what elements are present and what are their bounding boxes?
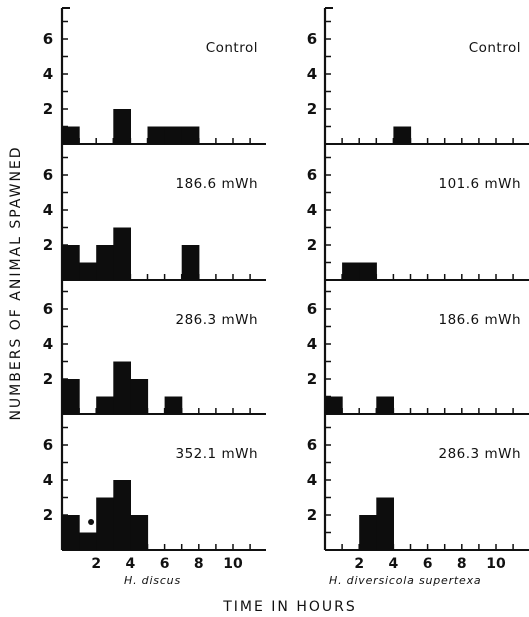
bar (359, 262, 377, 280)
bar (62, 245, 80, 280)
y-tick-label: 2 (43, 100, 53, 118)
condition-label: 352.1 mWh (176, 446, 259, 462)
y-tick-label: 4 (307, 335, 317, 353)
panel-control: 2 4 6 Control (43, 7, 266, 145)
bar (147, 126, 166, 144)
condition-label: 286.3 mWh (176, 312, 259, 328)
bar (79, 532, 97, 550)
y-tick-label: 4 (43, 201, 53, 219)
x-tick-label: 2 (91, 556, 101, 572)
bar (62, 379, 80, 414)
bar (359, 515, 377, 550)
y-tick-label: 6 (43, 300, 53, 318)
bar (62, 515, 80, 550)
x-tick-label: 6 (423, 556, 433, 572)
y-tick-label: 6 (43, 166, 53, 184)
bar (96, 245, 114, 280)
y-tick-label: 4 (307, 65, 317, 83)
y-tick-label: 2 (307, 370, 317, 388)
bar (181, 126, 200, 144)
y-tick-label: 4 (43, 471, 53, 489)
y-tick-label: 6 (307, 300, 317, 318)
y-tick-label: 6 (43, 30, 53, 48)
bar (113, 361, 131, 414)
y-tick-label: 6 (43, 436, 53, 454)
y-tick-label: 4 (307, 201, 317, 219)
column-h-discus: 2 4 6 Control 2 4 6 186.6 mWh 2 4 6 286.3 mWh 2 4 6 352… (43, 7, 266, 587)
marker-dot (88, 519, 95, 525)
bar (113, 109, 131, 144)
bar (79, 262, 97, 280)
y-tick-label: 2 (43, 370, 53, 388)
panel-186-6-mwh: 2 4 6 186.6 mWh (43, 144, 266, 281)
x-tick-label: 10 (223, 556, 243, 572)
panel-101-6-mwh: 2 4 6 101.6 mWh (307, 144, 529, 281)
x-tick-label: 8 (194, 556, 204, 572)
condition-label: 186.6 mWh (439, 312, 522, 328)
panel-286-3-mwh: 2 4 6 286.3 mWh (43, 280, 266, 415)
bar (164, 396, 183, 414)
x-axis-label: TIME IN HOURS (222, 599, 357, 615)
bar (96, 396, 114, 414)
panel-186-6-mwh: 2 4 6 186.6 mWh (307, 280, 529, 415)
bar (130, 379, 149, 414)
bar (113, 227, 131, 280)
bar (376, 396, 394, 414)
bar (325, 396, 343, 414)
bar (164, 126, 183, 144)
x-tick-label: 10 (486, 556, 506, 572)
panel-286-3-mwh: 2 4 6 286.3 mWh (307, 414, 529, 551)
bar (342, 262, 360, 280)
y-axis-label: NUMBERS OF ANIMAL SPAWNED (8, 145, 24, 420)
condition-label: 101.6 mWh (439, 176, 522, 192)
bar (96, 497, 114, 550)
x-tick-label: 8 (457, 556, 467, 572)
bar (62, 126, 80, 144)
y-tick-label: 2 (43, 236, 53, 254)
species-label: H. discus (124, 574, 181, 587)
panel-control: 2 4 6 Control (307, 7, 529, 145)
bar (113, 480, 131, 550)
y-tick-label: 2 (307, 506, 317, 524)
condition-label: 186.6 mWh (176, 176, 259, 192)
condition-label: 286.3 mWh (439, 446, 522, 462)
bar (393, 126, 412, 144)
bar (376, 497, 394, 550)
bar (130, 515, 149, 550)
x-tick-label: 6 (160, 556, 170, 572)
y-tick-label: 6 (307, 30, 317, 48)
y-tick-label: 4 (43, 65, 53, 83)
y-tick-label: 2 (307, 100, 317, 118)
y-tick-label: 4 (43, 335, 53, 353)
y-tick-label: 2 (307, 236, 317, 254)
species-label: H. diversicola supertexa (329, 574, 481, 587)
y-tick-label: 6 (307, 166, 317, 184)
x-tick-label: 4 (126, 556, 136, 572)
condition-label: Control (469, 40, 521, 56)
y-tick-label: 4 (307, 471, 317, 489)
bar (181, 245, 200, 280)
x-tick-label: 4 (389, 556, 399, 572)
condition-label: Control (206, 40, 258, 56)
panel-352-1-mwh: 2 4 6 352.1 mWh (43, 414, 266, 551)
y-tick-label: 2 (43, 506, 53, 524)
y-tick-label: 6 (307, 436, 317, 454)
x-tick-label: 2 (354, 556, 364, 572)
